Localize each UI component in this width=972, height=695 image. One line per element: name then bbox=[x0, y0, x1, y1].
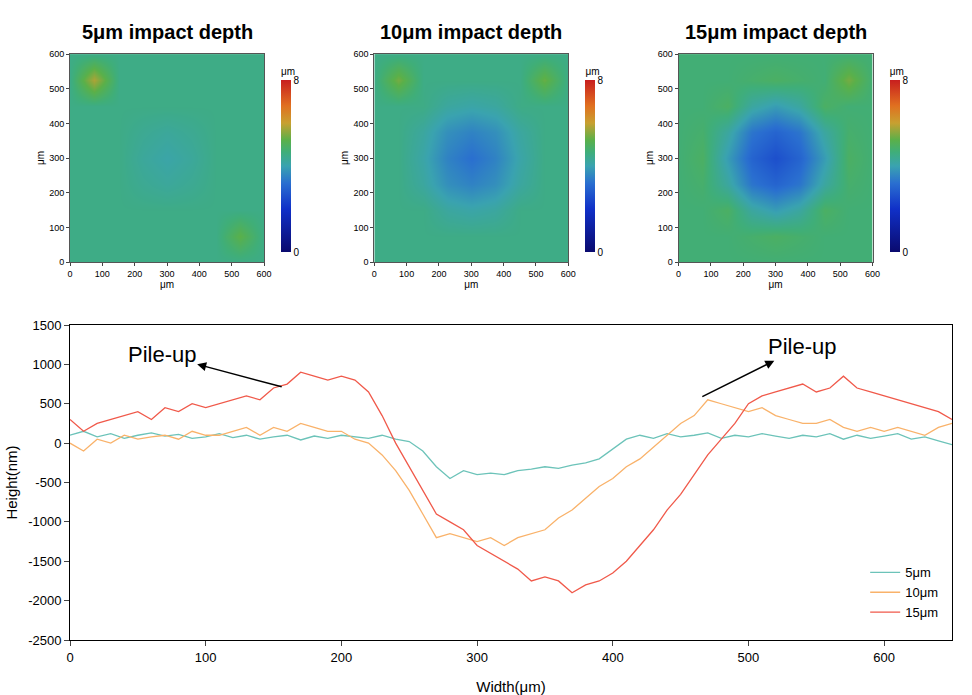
svg-text:300: 300 bbox=[768, 269, 783, 279]
svg-text:μm: μm bbox=[35, 151, 46, 165]
svg-text:μm: μm bbox=[281, 66, 295, 77]
svg-text:600: 600 bbox=[561, 269, 576, 279]
svg-text:600: 600 bbox=[873, 650, 895, 665]
svg-text:0: 0 bbox=[363, 257, 368, 267]
svg-text:10μm: 10μm bbox=[905, 585, 938, 600]
svg-text:500: 500 bbox=[224, 269, 239, 279]
svg-text:400: 400 bbox=[192, 269, 207, 279]
svg-text:200: 200 bbox=[353, 188, 368, 198]
svg-text:100: 100 bbox=[353, 223, 368, 233]
svg-text:8: 8 bbox=[294, 75, 300, 86]
svg-text:600: 600 bbox=[865, 269, 880, 279]
svg-text:200: 200 bbox=[331, 650, 353, 665]
svg-text:-2500: -2500 bbox=[28, 633, 61, 648]
svg-text:300: 300 bbox=[49, 153, 64, 163]
svg-text:μm: μm bbox=[890, 66, 904, 77]
svg-text:15μm impact depth: 15μm impact depth bbox=[685, 21, 867, 43]
svg-text:0: 0 bbox=[676, 269, 681, 279]
svg-text:500: 500 bbox=[658, 84, 673, 94]
svg-text:300: 300 bbox=[464, 269, 479, 279]
svg-text:0: 0 bbox=[372, 269, 377, 279]
svg-text:100: 100 bbox=[195, 650, 217, 665]
svg-text:600: 600 bbox=[658, 49, 673, 59]
svg-text:400: 400 bbox=[800, 269, 815, 279]
svg-text:500: 500 bbox=[49, 84, 64, 94]
svg-text:200: 200 bbox=[127, 269, 142, 279]
svg-text:-1000: -1000 bbox=[28, 514, 61, 529]
svg-text:400: 400 bbox=[49, 119, 64, 129]
svg-text:1000: 1000 bbox=[32, 357, 61, 372]
svg-text:0: 0 bbox=[294, 247, 300, 258]
svg-text:0: 0 bbox=[59, 257, 64, 267]
svg-text:μm: μm bbox=[160, 279, 174, 290]
svg-text:-500: -500 bbox=[35, 475, 61, 490]
svg-text:5μm impact depth: 5μm impact depth bbox=[82, 21, 253, 43]
svg-text:15μm: 15μm bbox=[905, 605, 938, 620]
svg-text:100: 100 bbox=[95, 269, 110, 279]
svg-text:-2000: -2000 bbox=[28, 593, 61, 608]
svg-text:μm: μm bbox=[769, 279, 783, 290]
svg-text:200: 200 bbox=[658, 188, 673, 198]
svg-text:600: 600 bbox=[49, 49, 64, 59]
svg-text:0: 0 bbox=[598, 247, 604, 258]
svg-text:8: 8 bbox=[598, 75, 604, 86]
svg-text:μm: μm bbox=[464, 279, 478, 290]
svg-text:400: 400 bbox=[496, 269, 511, 279]
svg-text:100: 100 bbox=[49, 223, 64, 233]
svg-text:100: 100 bbox=[703, 269, 718, 279]
svg-text:300: 300 bbox=[466, 650, 488, 665]
svg-text:500: 500 bbox=[833, 269, 848, 279]
svg-text:200: 200 bbox=[736, 269, 751, 279]
svg-text:300: 300 bbox=[658, 153, 673, 163]
svg-text:Width(μm): Width(μm) bbox=[476, 678, 545, 695]
svg-text:600: 600 bbox=[257, 269, 272, 279]
svg-text:0: 0 bbox=[668, 257, 673, 267]
svg-text:500: 500 bbox=[353, 84, 368, 94]
svg-text:300: 300 bbox=[160, 269, 175, 279]
svg-text:500: 500 bbox=[738, 650, 760, 665]
svg-text:300: 300 bbox=[353, 153, 368, 163]
svg-text:5μm: 5μm bbox=[905, 565, 931, 580]
svg-text:100: 100 bbox=[658, 223, 673, 233]
svg-text:μm: μm bbox=[644, 151, 655, 165]
svg-text:-1500: -1500 bbox=[28, 554, 61, 569]
svg-text:10μm impact depth: 10μm impact depth bbox=[380, 21, 562, 43]
svg-text:500: 500 bbox=[528, 269, 543, 279]
svg-text:Pile-up: Pile-up bbox=[128, 342, 196, 367]
svg-text:8: 8 bbox=[903, 75, 909, 86]
svg-text:400: 400 bbox=[353, 119, 368, 129]
svg-text:μm: μm bbox=[585, 66, 599, 77]
svg-text:600: 600 bbox=[353, 49, 368, 59]
svg-text:μm: μm bbox=[339, 151, 350, 165]
svg-text:0: 0 bbox=[67, 269, 72, 279]
svg-text:400: 400 bbox=[658, 119, 673, 129]
svg-text:200: 200 bbox=[49, 188, 64, 198]
svg-text:500: 500 bbox=[40, 396, 62, 411]
svg-text:400: 400 bbox=[602, 650, 624, 665]
svg-text:0: 0 bbox=[903, 247, 909, 258]
svg-text:200: 200 bbox=[431, 269, 446, 279]
svg-text:100: 100 bbox=[399, 269, 414, 279]
svg-text:0: 0 bbox=[66, 650, 73, 665]
svg-text:1500: 1500 bbox=[32, 318, 61, 333]
svg-text:Height(nm): Height(nm) bbox=[3, 445, 20, 519]
svg-text:Pile-up: Pile-up bbox=[768, 334, 836, 359]
svg-text:0: 0 bbox=[54, 436, 61, 451]
